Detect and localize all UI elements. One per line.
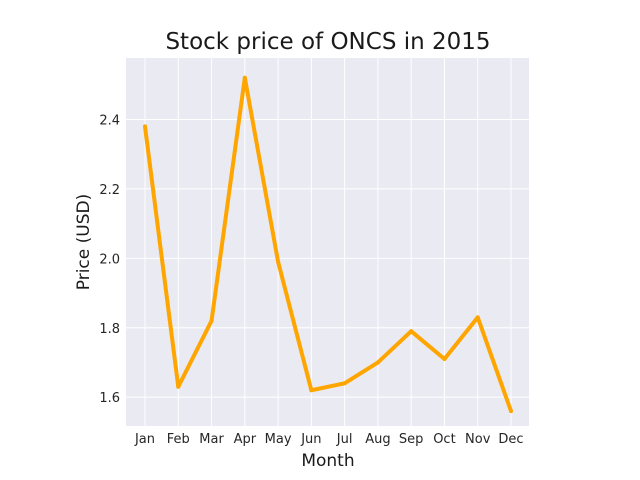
x-tick-label-mar: Mar: [199, 432, 224, 447]
x-tick-label-jan: Jan: [134, 432, 155, 447]
x-tick-label-apr: Apr: [234, 432, 257, 447]
data-point-jan: [143, 124, 147, 129]
x-tick-label-oct: Oct: [433, 432, 455, 447]
x-axis-label: Month: [301, 451, 354, 471]
y-tick-label: 1.8: [99, 322, 120, 337]
data-point-nov: [475, 315, 480, 320]
data-point-sep: [409, 329, 414, 334]
x-tick-label-sep: Sep: [399, 432, 424, 447]
y-axis-label: Price (USD): [74, 194, 94, 290]
grid-lines: [126, 58, 529, 426]
data-point-aug: [375, 360, 380, 365]
data-point-may: [276, 259, 281, 264]
x-tick-labels: Jan Feb Mar Apr May Jun Jul Aug Sep Oct Nov Dec: [134, 432, 524, 447]
data-point-oct: [442, 356, 447, 361]
y-tick-label: 1.6: [99, 391, 120, 406]
x-tick-label-feb: Feb: [167, 432, 190, 447]
data-point-feb: [176, 384, 181, 389]
data-point-apr: [242, 75, 247, 80]
x-tick-label-jul: Jul: [336, 432, 353, 447]
data-point-dec: [509, 409, 513, 414]
x-tick-label-jun: Jun: [300, 432, 321, 447]
data-point-mar: [209, 318, 214, 323]
x-tick-label-aug: Aug: [365, 432, 390, 447]
chart-title: Stock price of ONCS in 2015: [165, 29, 490, 55]
x-tick-label-nov: Nov: [465, 432, 491, 447]
y-tick-label: 2.2: [99, 183, 120, 198]
x-tick-label-may: May: [265, 432, 292, 447]
data-point-jun: [309, 388, 314, 393]
y-tick-labels: 1.6 1.8 2.0 2.2 2.4: [99, 113, 120, 406]
data-line-group: [143, 75, 513, 414]
series-line: [143, 75, 513, 412]
y-tick-label: 2.0: [99, 252, 120, 267]
y-tick-label: 2.4: [99, 113, 120, 128]
x-tick-label-dec: Dec: [498, 432, 523, 447]
data-point-jul: [342, 381, 347, 386]
